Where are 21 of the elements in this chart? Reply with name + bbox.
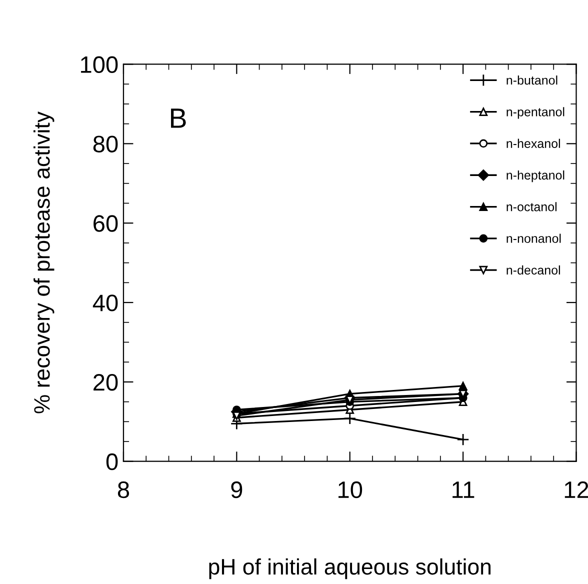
y-axis-title: % recovery of protease activity (34, 112, 54, 414)
legend-label: n-octanol (506, 202, 557, 212)
x-tick-label: 10 (338, 481, 362, 498)
y-tick-label: 80 (93, 136, 118, 152)
x-tick-label: 8 (118, 481, 130, 498)
legend-label: n-hexanol (506, 138, 560, 148)
y-tick-label: 40 (92, 294, 118, 312)
x-tick-label: 12 (564, 481, 588, 498)
legend-label: n-pentanol (506, 107, 564, 119)
y-tick-label: 100 (81, 56, 118, 74)
legend-label: n-butanol (506, 75, 558, 85)
y-tick-label: 0 (106, 453, 118, 470)
x-tick-label: 11 (452, 482, 474, 498)
legend-label: n-nonanol (506, 234, 561, 243)
y-tick-label: 20 (94, 374, 118, 391)
x-tick-label: 9 (231, 481, 242, 498)
annotation: B (171, 108, 186, 128)
legend-label: n-heptanol (506, 170, 564, 182)
y-tick-label: 60 (94, 215, 118, 232)
x-axis-title: pH of initial aqueous solution (209, 558, 490, 580)
legend-label: n-decanol (506, 265, 560, 275)
